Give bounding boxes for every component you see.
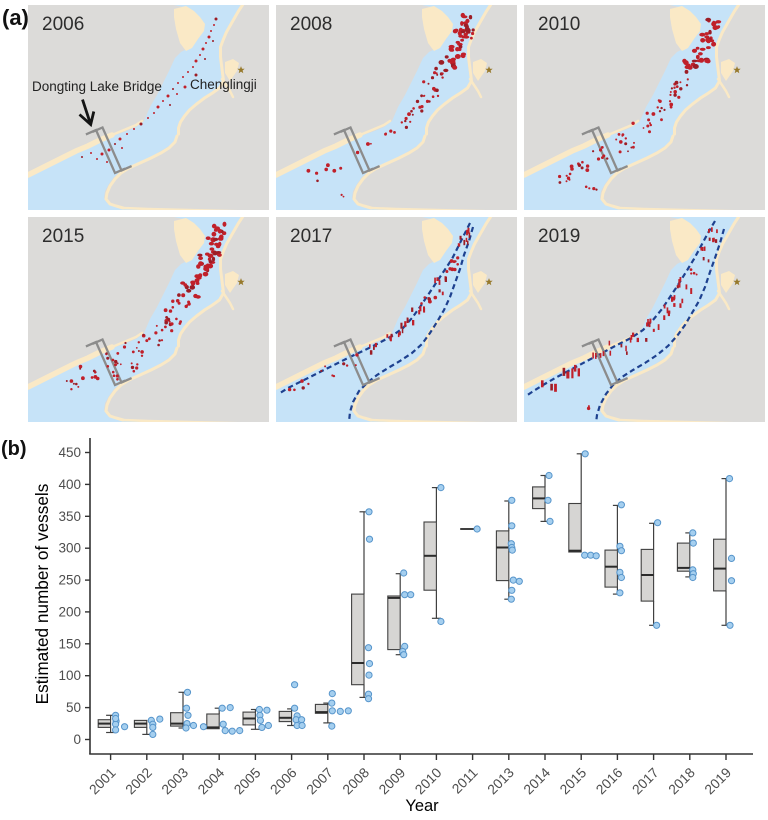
svg-text:2017: 2017 <box>629 765 661 797</box>
svg-text:Year: Year <box>405 797 439 815</box>
svg-text:2015: 2015 <box>557 765 590 798</box>
svg-text:2010: 2010 <box>538 14 580 35</box>
svg-text:2017: 2017 <box>290 226 332 247</box>
svg-text:2005: 2005 <box>231 765 264 798</box>
svg-text:2014: 2014 <box>521 765 554 798</box>
svg-text:2016: 2016 <box>593 765 626 798</box>
svg-text:2006: 2006 <box>267 765 300 798</box>
svg-text:2018: 2018 <box>666 765 699 798</box>
svg-text:Estimated number of vessels: Estimated number of vessels <box>32 484 52 705</box>
svg-text:2008: 2008 <box>340 765 373 798</box>
svg-text:2015: 2015 <box>42 226 84 247</box>
svg-text:2003: 2003 <box>159 765 192 798</box>
svg-text:2007: 2007 <box>304 765 336 797</box>
svg-text:2011: 2011 <box>449 765 481 797</box>
svg-text:350: 350 <box>58 509 81 524</box>
svg-text:200: 200 <box>58 604 81 619</box>
svg-text:0: 0 <box>73 732 81 747</box>
svg-text:2019: 2019 <box>702 765 735 798</box>
svg-text:2008: 2008 <box>290 14 332 35</box>
svg-text:2001: 2001 <box>86 765 118 797</box>
svg-text:2009: 2009 <box>376 765 409 798</box>
svg-text:150: 150 <box>58 636 81 651</box>
svg-text:450: 450 <box>58 445 81 460</box>
svg-text:50: 50 <box>66 700 81 715</box>
svg-text:2019: 2019 <box>538 226 580 247</box>
svg-text:2013: 2013 <box>485 765 518 798</box>
svg-text:2006: 2006 <box>42 14 84 35</box>
svg-text:2010: 2010 <box>412 765 445 798</box>
svg-text:100: 100 <box>58 668 81 683</box>
svg-text:2002: 2002 <box>123 765 155 797</box>
svg-text:300: 300 <box>58 541 81 556</box>
svg-text:250: 250 <box>58 573 81 588</box>
svg-text:400: 400 <box>58 477 81 492</box>
svg-text:2004: 2004 <box>195 765 228 798</box>
